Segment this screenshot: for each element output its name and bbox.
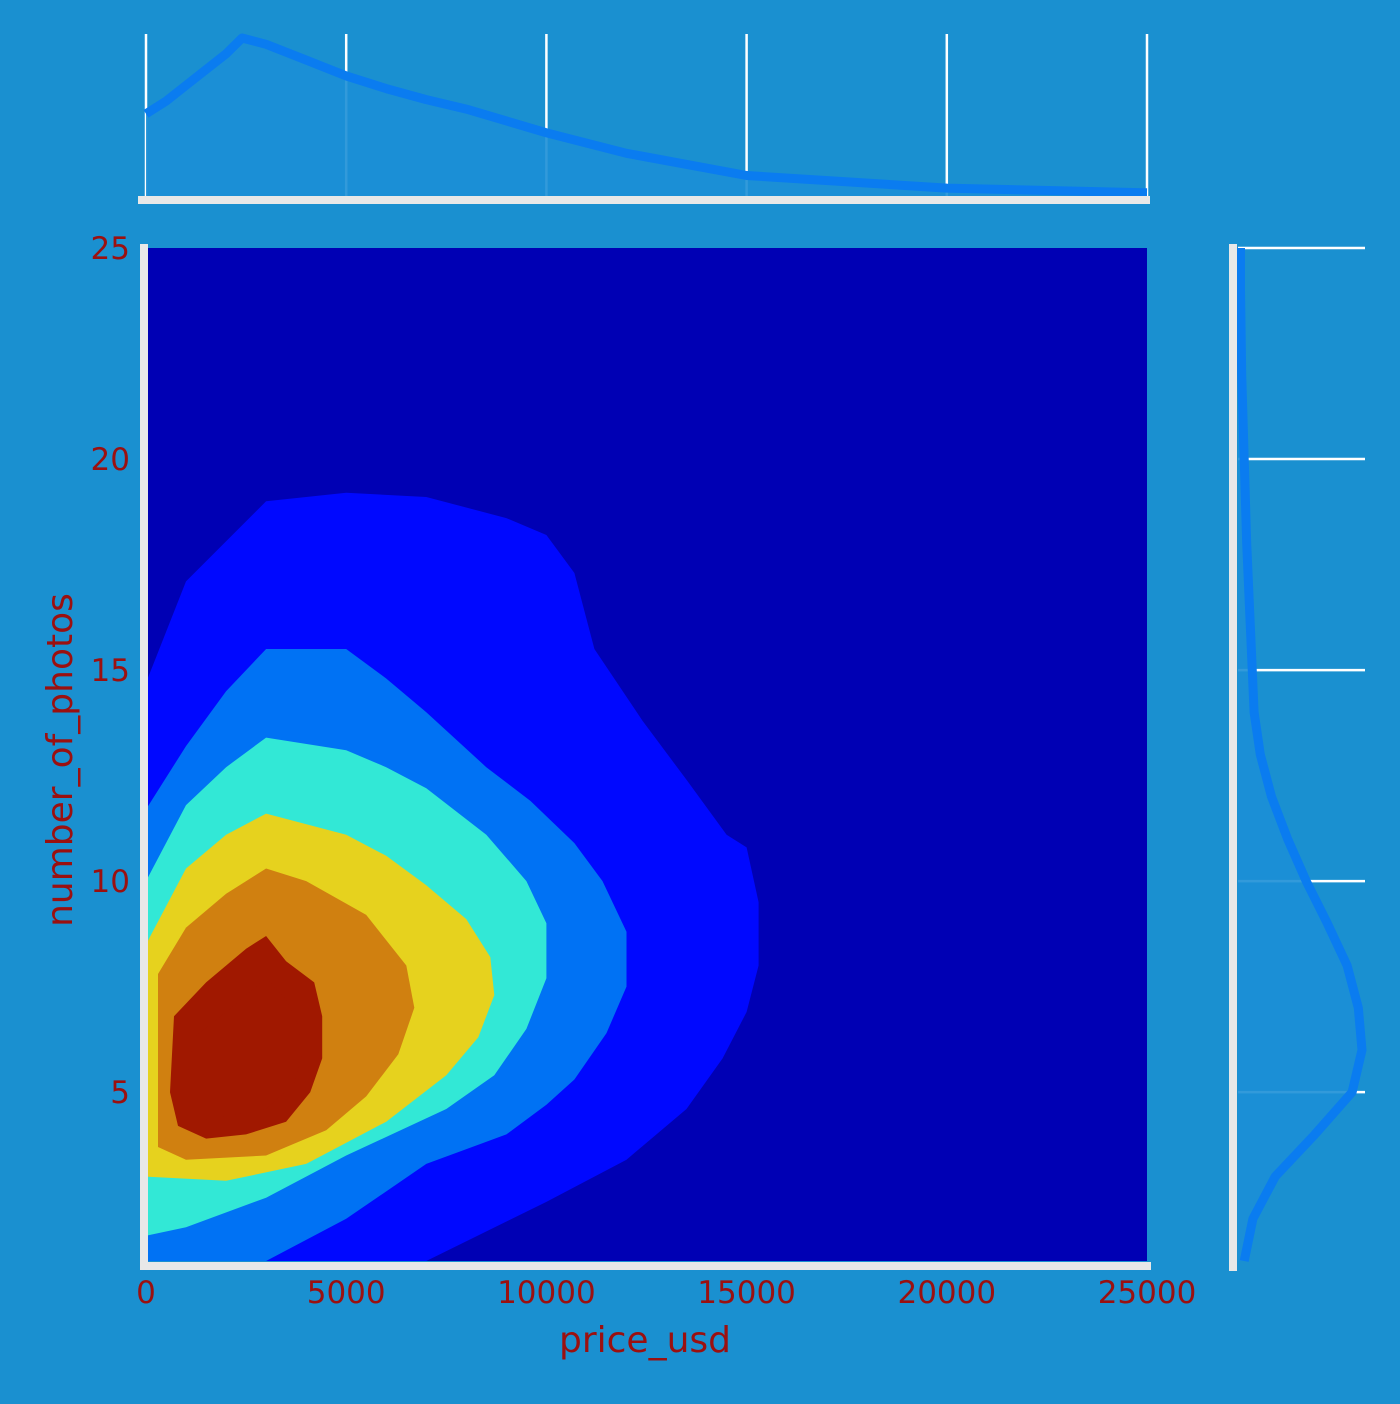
right-marginal-density-fill xyxy=(1238,248,1362,1261)
x-tick-label: 5000 xyxy=(307,1275,386,1311)
top-marginal-density-line xyxy=(143,33,1148,198)
right-marginal-panel xyxy=(1229,244,1367,1271)
x-tick-label: 25000 xyxy=(1098,1275,1197,1311)
x-tick-label: 0 xyxy=(136,1275,156,1311)
y-tick-label: 10 xyxy=(91,864,130,900)
y-axis-label: number_of_photos xyxy=(40,593,81,927)
right-marginal-density-line xyxy=(1236,248,1367,1262)
x-tick-label: 15000 xyxy=(697,1275,796,1311)
x-tick-label: 10000 xyxy=(497,1275,596,1311)
y-tick-label: 20 xyxy=(91,442,130,478)
main-contour-panel xyxy=(146,248,1147,1261)
x-tick-label: 20000 xyxy=(897,1275,996,1311)
contour-level-7 xyxy=(186,978,303,1122)
top-marginal-panel xyxy=(138,33,1150,204)
y-tick-label: 25 xyxy=(91,231,130,267)
y-tick-label: 5 xyxy=(110,1075,130,1111)
axes-layer: 0 5000 10000 15000 20000 25000 5 10 15 20 25 xyxy=(91,231,1197,1311)
x-axis-label: price_usd xyxy=(559,1320,731,1361)
y-tick-label: 15 xyxy=(91,653,130,689)
top-marginal-density-fill xyxy=(146,38,1147,196)
